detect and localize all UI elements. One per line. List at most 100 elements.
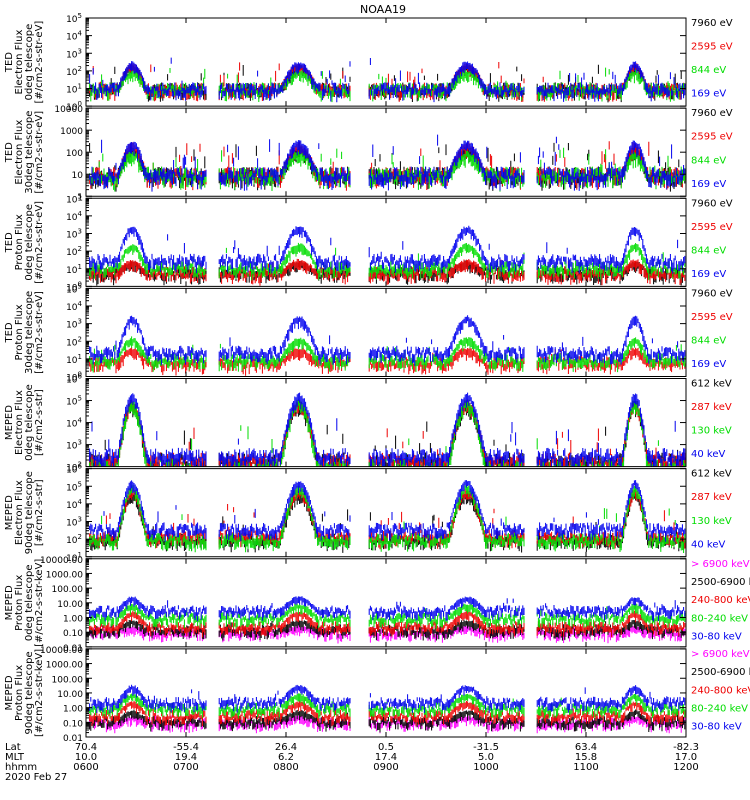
y-tick-label: 0.01 (63, 734, 83, 744)
legend-entry: 130 keV (691, 516, 732, 527)
y-tick-label: 102 (66, 533, 82, 546)
y-tick-label: 10.00 (57, 600, 83, 610)
y-axis-label: Electron Flux (14, 390, 25, 455)
legend-entry: 7960 eV (691, 18, 733, 29)
series-169-ev (89, 225, 686, 274)
panel-8: 0.01 0.10 1.00 10.00 100.00 1000.00 10000.00 ME… (4, 646, 750, 744)
y-axis-label: 0deg telescope (24, 384, 35, 461)
y-tick-label: 102 (66, 335, 82, 348)
lat-tick-label: -31.5 (473, 742, 499, 753)
panel-6-y-axis: 101 102 103 104 105 106 (66, 463, 686, 564)
mlt-tick-label: 17.0 (675, 752, 697, 763)
time-tick-label: 1000 (473, 762, 498, 773)
legend-entry: 169 eV (691, 359, 726, 370)
y-tick-label: 101 (66, 83, 82, 96)
legend-entry: 844 eV (691, 336, 726, 347)
y-tick-label: 102 (66, 65, 82, 78)
panel-6-data (89, 480, 686, 553)
legend-entry: 844 eV (691, 245, 726, 256)
y-axis-label: 0deg telescope (24, 24, 35, 101)
panel-1-legend: 7960 eV 2595 eV 844 eV 169 eV (691, 18, 733, 100)
y-tick-label: 103 (66, 439, 82, 452)
series-40-kev (89, 480, 686, 542)
y-tick-label: 102 (66, 245, 82, 258)
y-axis-label: 90deg telescope (24, 471, 35, 554)
y-tick-label: 10.00 (57, 690, 83, 700)
y-tick-label: 100 (66, 100, 82, 113)
y-tick-label: 0.10 (63, 719, 83, 729)
y-axis-label: [#/cm2-s-str-eV] (34, 201, 45, 284)
legend-entry: 40 keV (691, 449, 725, 460)
panel-4-data (89, 315, 686, 376)
y-axis-label: 0deg telescope (24, 564, 35, 641)
legend-entry: 287 keV (691, 492, 732, 503)
series-169-ev (89, 57, 686, 103)
series-240-800-kev (89, 610, 686, 638)
y-tick-label: 10 (72, 171, 84, 181)
y-tick-label: 100 (66, 280, 82, 293)
panel-7-legend: > 6900 keV 2500-6900 keV 240-800 keV 80-240… (691, 559, 750, 643)
panel-8-legend: > 6900 keV 2500-6900 keV 240-800 keV 80-240… (691, 649, 750, 733)
legend-entry: 2500-6900 keV (691, 577, 750, 588)
y-tick-label: 103 (66, 318, 82, 331)
y-axis-label: TED (4, 142, 15, 163)
y-axis-label: [#/cm2-s-str] (34, 389, 45, 456)
panel-2-y-axis: 1 10 100 1000 10000 (54, 105, 686, 203)
mlt-tick-label: 6.2 (278, 752, 294, 763)
panel-2: 1 10 100 1000 10000 TED Electron Flux 30deg tel… (4, 105, 733, 203)
y-axis-label: Proton Flux (14, 575, 25, 631)
legend-entry: 2500-6900 keV (691, 667, 750, 678)
legend-entry: 7960 eV (691, 198, 733, 209)
y-axis-label: Electron Flux (14, 480, 25, 545)
y-tick-label: 1000.00 (46, 570, 83, 580)
y-tick-label: 105 (66, 395, 82, 408)
legend-entry: 80-240 keV (691, 704, 748, 715)
legend-entry: 240-800 keV (691, 685, 750, 696)
panel-4-legend: 7960 eV 2595 eV 844 eV 169 eV (691, 288, 733, 370)
legend-entry: 844 eV (691, 155, 726, 166)
y-tick-label: 100.00 (52, 585, 84, 595)
lat-tick-label: -82.3 (673, 742, 699, 753)
y-axis-label: MEPED (4, 405, 15, 440)
legend-entry: > 6900 keV (691, 649, 750, 660)
y-tick-label: 10000 (54, 105, 83, 115)
footer-label-mlt: MLT (5, 752, 25, 763)
panel-6: 101 102 103 104 105 106 MEPED Electron Flux 90de… (4, 463, 732, 564)
legend-entry: 30-80 keV (691, 722, 742, 733)
time-tick-label: 1200 (673, 762, 698, 773)
panel-3: 100 101 102 103 104 105 TED Proton Flux 0deg tel… (4, 192, 733, 293)
y-axis-label: 30deg telescope (24, 291, 35, 374)
footer-label-lat: Lat (5, 742, 21, 753)
panel-1-data (89, 57, 686, 103)
legend-entry: 612 keV (691, 379, 732, 390)
date-label: 2020 Feb 27 (5, 772, 67, 783)
y-tick-label: 101 (66, 551, 82, 564)
legend-entry: 2595 eV (691, 222, 733, 233)
y-axis-label: Proton Flux (14, 665, 25, 721)
y-axis-label: [#/cm2-s-str-eV] (34, 291, 45, 374)
panel-2-data (89, 134, 686, 192)
y-tick-label: 103 (66, 47, 82, 60)
y-axis-label: Electron Flux (14, 29, 25, 94)
y-tick-label: 1.00 (63, 615, 83, 625)
y-tick-label: 1 (77, 193, 83, 203)
y-tick-label: 10000.00 (40, 646, 83, 656)
series-30-80-kev (89, 684, 686, 713)
y-tick-label: 106 (66, 463, 82, 476)
panel-5-legend: 612 keV 287 keV 130 keV 40 keV (691, 379, 732, 461)
panel-1-y-axis: 100 101 102 103 104 105 (66, 12, 686, 113)
y-tick-label: 104 (66, 30, 82, 43)
y-tick-label: 1000.00 (46, 661, 83, 671)
panel-7-data (89, 596, 686, 644)
y-axis-label: [#/cm2-s-str] (34, 479, 45, 546)
y-tick-label: 106 (66, 373, 82, 386)
y-tick-label: 101 (66, 263, 82, 276)
legend-entry: 169 eV (691, 179, 726, 190)
series-30-80-kev (89, 596, 686, 622)
panel-3-legend: 7960 eV 2595 eV 844 eV 169 eV (691, 198, 733, 280)
y-axis-label: MEPED (4, 675, 15, 710)
series-844-ev (89, 242, 686, 281)
legend-entry: 7960 eV (691, 108, 733, 119)
series-40-kev (89, 392, 686, 467)
